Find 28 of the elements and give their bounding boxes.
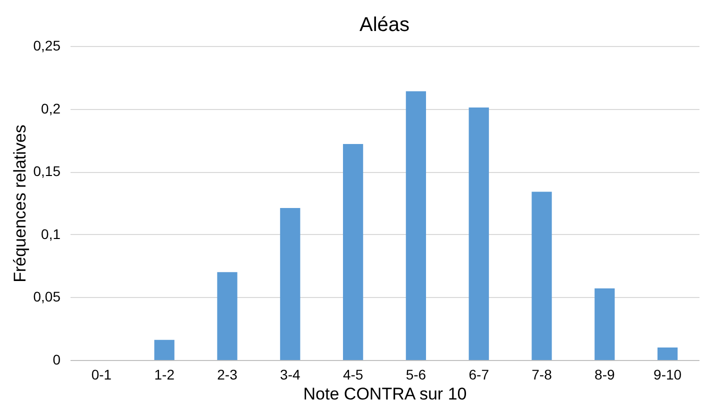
bar [594,288,615,360]
chart-title: Aléas [359,14,410,36]
y-tick-label: 0,05 [33,288,61,305]
x-tick-label: 3-4 [280,366,300,382]
bar [217,272,238,360]
x-tick-label: 4-5 [342,366,364,382]
x-tick-label: 0-1 [91,366,112,382]
bar [280,208,300,360]
x-tick-label: 1-2 [154,366,175,382]
x-tick-label: 6-7 [468,366,490,382]
x-axis-title: Note CONTRA sur 10 [303,384,467,404]
bar [406,91,426,360]
y-tick-label: 0,15 [33,163,61,180]
bar [657,347,678,360]
bar [468,108,489,360]
bar [342,144,364,360]
bar [532,192,552,360]
y-axis-title: Fréquences relatives [10,124,30,282]
x-tick-label: 7-8 [532,366,552,382]
bar [154,340,174,360]
x-tick-label: 9-10 [654,366,682,382]
y-tick-label: 0 [52,352,61,368]
y-tick-label: 0,1 [41,226,61,242]
x-tick-label: 5-6 [406,366,426,382]
x-tick-label: 8-9 [594,366,615,382]
x-tick-label: 2-3 [217,366,238,382]
y-tick-label: 0,25 [33,38,61,54]
y-tick-label: 0,2 [41,100,61,116]
